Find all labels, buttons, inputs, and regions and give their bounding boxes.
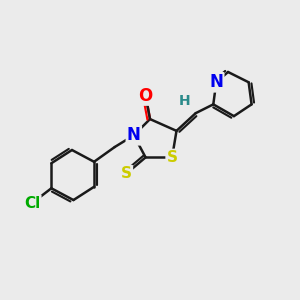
Text: O: O [139,86,153,104]
Text: Cl: Cl [24,196,40,211]
Text: N: N [209,73,223,91]
Text: S: S [121,166,132,181]
Text: N: N [127,126,141,144]
Text: S: S [167,150,178,165]
Text: H: H [178,94,190,108]
